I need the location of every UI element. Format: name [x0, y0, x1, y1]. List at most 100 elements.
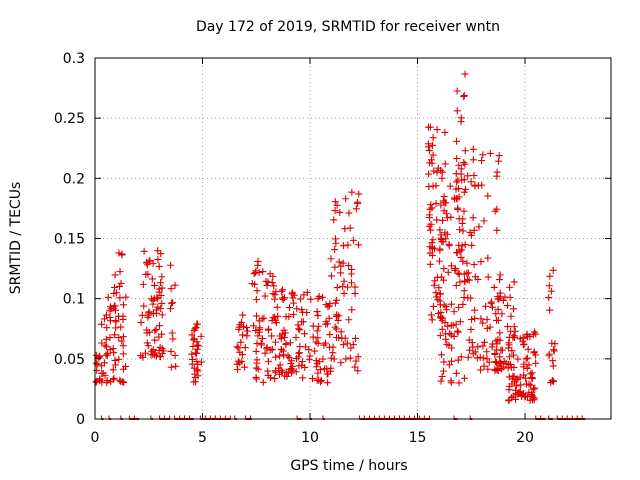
data-point	[458, 246, 466, 254]
data-point	[312, 363, 320, 371]
data-point	[340, 289, 348, 297]
data-point	[479, 354, 487, 362]
data-point	[235, 325, 243, 333]
data-point	[92, 378, 100, 386]
data-point	[475, 223, 483, 231]
data-point	[520, 340, 528, 348]
data-point	[351, 289, 359, 297]
data-point	[270, 282, 278, 290]
data-point	[461, 147, 469, 155]
data-point	[453, 327, 461, 335]
data-point	[197, 358, 205, 366]
data-point	[494, 157, 502, 165]
data-point	[441, 160, 449, 168]
data-point	[426, 205, 434, 213]
data-point	[252, 327, 260, 335]
data-point	[313, 327, 321, 335]
data-point	[288, 290, 296, 298]
data-point	[550, 346, 558, 354]
data-point	[448, 357, 456, 365]
data-point	[470, 226, 478, 234]
data-point	[348, 279, 356, 287]
data-point	[252, 296, 260, 304]
data-point	[189, 336, 197, 344]
data-point	[193, 366, 201, 374]
data-point	[461, 241, 469, 249]
data-point	[317, 377, 325, 385]
data-point	[527, 381, 535, 389]
data-point	[450, 308, 458, 316]
data-point	[172, 362, 180, 370]
data-point	[300, 291, 308, 299]
data-point	[474, 275, 482, 283]
data-point	[288, 357, 296, 365]
data-point	[471, 314, 479, 322]
data-point	[343, 339, 351, 347]
data-point	[483, 316, 491, 324]
data-point	[106, 303, 114, 311]
data-point	[479, 319, 487, 327]
data-point	[461, 160, 469, 168]
data-point	[110, 374, 118, 382]
data-point	[429, 134, 437, 142]
data-point	[522, 355, 530, 363]
data-point	[337, 328, 345, 336]
data-point	[452, 265, 460, 273]
data-point	[427, 220, 435, 228]
data-point	[331, 198, 339, 206]
data-point	[459, 257, 467, 265]
data-point	[514, 375, 522, 383]
data-point	[352, 205, 360, 213]
data-point	[447, 262, 455, 270]
data-point	[499, 363, 507, 371]
data-point	[454, 269, 462, 277]
data-point	[314, 312, 322, 320]
data-point	[168, 329, 176, 337]
data-point	[530, 348, 538, 356]
data-point	[289, 294, 297, 302]
data-point	[316, 378, 324, 386]
data-point	[509, 333, 517, 341]
data-point	[106, 346, 114, 354]
data-point	[496, 336, 504, 344]
data-point	[442, 235, 450, 243]
data-point	[434, 164, 442, 172]
data-point	[315, 358, 323, 366]
data-point	[276, 352, 284, 360]
data-point	[335, 312, 343, 320]
data-point	[446, 182, 454, 190]
y-tick-label: 0.1	[63, 292, 85, 308]
data-point	[250, 270, 258, 278]
data-point	[258, 315, 266, 323]
data-point	[473, 354, 481, 362]
data-point	[510, 305, 518, 313]
data-point	[440, 358, 448, 366]
data-point	[167, 305, 175, 313]
data-point	[523, 364, 531, 372]
data-point	[324, 379, 332, 387]
data-point	[453, 249, 461, 257]
data-point	[167, 347, 175, 355]
data-point	[119, 333, 127, 341]
data-point	[547, 287, 555, 295]
data-point	[251, 269, 259, 277]
data-point	[149, 300, 157, 308]
data-point	[345, 262, 353, 270]
data-point	[510, 332, 518, 340]
data-point	[476, 353, 484, 361]
data-point	[282, 340, 290, 348]
data-point	[309, 375, 317, 383]
data-point	[512, 395, 520, 403]
data-point	[484, 254, 492, 262]
data-point	[151, 336, 159, 344]
data-point	[442, 335, 450, 343]
data-point	[341, 334, 349, 342]
data-point	[468, 315, 476, 323]
data-point	[467, 294, 475, 302]
data-point	[512, 382, 520, 390]
data-point	[425, 170, 433, 178]
data-point	[151, 327, 159, 335]
data-point	[462, 185, 469, 193]
data-point	[292, 368, 300, 376]
